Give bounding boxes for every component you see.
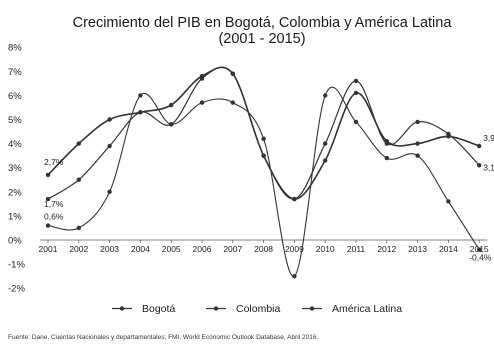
y-axis-ticks: 8% 7% 6% 5% 4% 3% 2% 1% 0% -1% -2% bbox=[8, 43, 25, 295]
x-tick-label: 2012 bbox=[377, 244, 396, 254]
x-tick-label: 2006 bbox=[193, 244, 212, 254]
data-point-bogota bbox=[353, 90, 359, 96]
data-point-america-latina bbox=[446, 199, 451, 204]
data-label: 0,6% bbox=[44, 212, 64, 222]
y-tick-label: 0% bbox=[8, 236, 22, 247]
data-point-colombia bbox=[323, 141, 328, 146]
data-point-colombia bbox=[477, 163, 482, 168]
series-line-bogota bbox=[47, 66, 480, 200]
series-colombia bbox=[45, 66, 482, 202]
x-tick-label: 2007 bbox=[223, 244, 242, 254]
x-tick-label: 2003 bbox=[100, 244, 119, 254]
data-point-america-latina bbox=[169, 122, 174, 127]
data-point-colombia bbox=[353, 78, 359, 84]
x-tick-label: 2013 bbox=[408, 244, 427, 254]
y-tick-label: -2% bbox=[8, 284, 25, 295]
data-point-bogota bbox=[76, 141, 82, 146]
y-tick-label: 7% bbox=[8, 67, 22, 78]
data-label: 1,7% bbox=[44, 199, 64, 209]
data-label: 3,1% bbox=[483, 162, 494, 172]
series-layer bbox=[45, 66, 482, 279]
data-point-america-latina bbox=[353, 119, 359, 125]
y-tick-label: 2% bbox=[8, 187, 22, 198]
series-america-latina bbox=[45, 86, 482, 279]
data-point-america-latina bbox=[415, 153, 420, 158]
data-point-america-latina bbox=[45, 223, 51, 228]
data-point-colombia bbox=[230, 71, 235, 76]
y-tick-label: 3% bbox=[8, 163, 22, 174]
y-tick-label: 5% bbox=[8, 115, 22, 126]
data-point-colombia bbox=[107, 143, 112, 149]
legend-label: Colombia bbox=[236, 303, 281, 315]
data-point-bogota bbox=[415, 141, 420, 146]
x-tick-label: 2009 bbox=[285, 244, 304, 254]
data-point-bogota bbox=[45, 172, 51, 178]
series-line-colombia bbox=[47, 66, 480, 200]
data-point-america-latina bbox=[107, 189, 112, 194]
data-point-america-latina bbox=[292, 273, 297, 279]
data-point-bogota bbox=[169, 102, 174, 108]
legend-item-bogota: Bogotá bbox=[112, 303, 175, 315]
data-label: 2,7% bbox=[44, 157, 64, 167]
data-point-colombia bbox=[292, 196, 297, 202]
source-note: Fuente: Dane, Cuentas Nacionales y depar… bbox=[8, 334, 318, 341]
data-point-colombia bbox=[384, 141, 389, 146]
data-point-america-latina bbox=[230, 100, 235, 105]
y-tick-label: -1% bbox=[8, 260, 25, 271]
y-tick-label: 4% bbox=[8, 139, 22, 150]
x-tick-label: 2008 bbox=[254, 244, 273, 254]
data-point-america-latina bbox=[261, 136, 266, 141]
data-point-america-latina bbox=[76, 225, 82, 231]
y-tick-label: 6% bbox=[8, 91, 22, 102]
data-point-colombia bbox=[446, 131, 451, 137]
data-point-america-latina bbox=[384, 155, 389, 161]
data-point-america-latina bbox=[138, 93, 143, 98]
data-labels: 2,7% 1,7% 0,6% 3,9% 3,1% -0,4% bbox=[44, 133, 494, 263]
data-point-america-latina bbox=[199, 100, 205, 105]
legend-swatch-marker bbox=[213, 306, 219, 311]
series-bogota bbox=[45, 66, 482, 202]
legend-item-america-latina: América Latina bbox=[302, 303, 402, 315]
data-point-america-latina bbox=[477, 247, 482, 252]
x-tick-label: 2014 bbox=[439, 244, 458, 254]
data-point-colombia bbox=[45, 196, 51, 202]
y-tick-label: 8% bbox=[8, 43, 22, 54]
chart-title: Crecimiento del PIB en Bogotá, Colombia … bbox=[73, 15, 453, 31]
data-point-colombia bbox=[76, 177, 82, 182]
legend: Bogotá Colombia América Latina bbox=[112, 303, 402, 315]
legend-item-colombia: Colombia bbox=[206, 303, 281, 315]
x-tick-label: 2010 bbox=[316, 244, 335, 254]
data-label: -0,4% bbox=[469, 253, 492, 263]
data-point-bogota bbox=[323, 158, 328, 163]
x-tick-label: 2002 bbox=[69, 244, 88, 254]
legend-swatch-marker bbox=[119, 306, 125, 311]
data-point-bogota bbox=[107, 117, 112, 122]
x-axis-ticks: 2001 2002 2003 2004 2005 2006 2007 2008 2009 2010… bbox=[39, 240, 489, 254]
x-tick-label: 2005 bbox=[162, 244, 181, 254]
data-point-colombia bbox=[138, 110, 143, 115]
legend-swatch-marker bbox=[309, 306, 315, 311]
chart-subtitle: (2001 - 2015) bbox=[218, 31, 305, 47]
x-tick-label: 2011 bbox=[347, 244, 366, 254]
data-point-america-latina bbox=[323, 93, 328, 98]
y-tick-label: 1% bbox=[8, 211, 22, 222]
data-point-bogota bbox=[477, 143, 482, 149]
data-point-colombia bbox=[261, 153, 266, 158]
legend-label: Bogotá bbox=[142, 303, 175, 315]
data-label: 3,9% bbox=[483, 133, 494, 143]
data-point-colombia bbox=[415, 119, 420, 125]
x-tick-label: 2004 bbox=[131, 244, 150, 254]
data-point-colombia bbox=[199, 76, 205, 81]
x-tick-label: 2001 bbox=[39, 244, 58, 254]
series-line-america-latina bbox=[47, 86, 480, 277]
legend-label: América Latina bbox=[332, 303, 402, 315]
